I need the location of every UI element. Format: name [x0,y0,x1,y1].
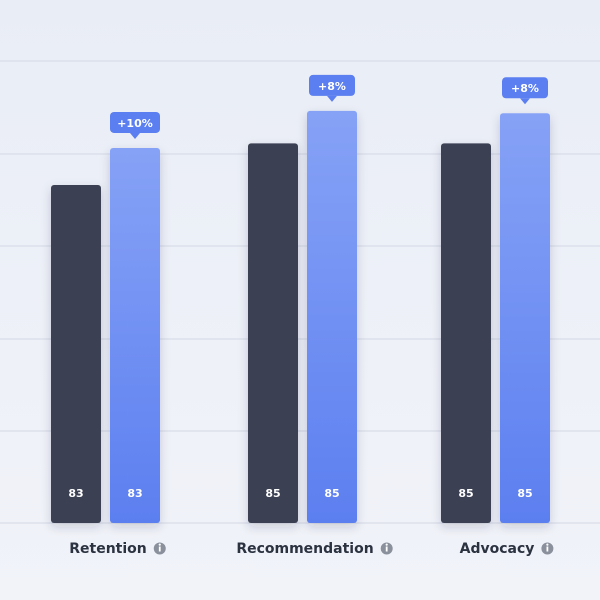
info-icon-stem [158,546,161,552]
bar-value-label: 85 [265,487,280,500]
change-badge-pointer [130,132,140,139]
info-circle-icon[interactable] [541,542,554,555]
change-badge-pointer [520,98,530,105]
bar-value-label: 83 [127,487,142,500]
info-icon-dot [385,543,388,546]
change-badge-bg [502,77,548,99]
category-label: Retention [69,541,147,557]
bars: 83 83 +10% 85 85 +8% 85 85 +8% [51,74,550,524]
bar-dark [441,143,491,523]
change-badge-bg [110,111,160,133]
category-label: Advocacy [460,541,535,557]
bar-blue [307,110,357,524]
info-circle-icon[interactable] [380,542,393,555]
change-badge: +8% [309,74,355,102]
change-badge-text: +10% [117,117,153,130]
change-badge-text: +8% [318,80,346,93]
bar-value-label: 83 [68,487,83,500]
change-badge: +8% [502,77,548,105]
change-badge-bg [309,74,355,96]
bar-value-label: 85 [324,487,339,500]
category-label: Recommendation [236,541,373,557]
info-icon-stem [385,546,388,552]
bar-value-label: 85 [458,487,473,500]
info-icon-dot [158,543,161,546]
category-labels: Retention Recommendation Advocacy [69,541,554,557]
bar-blue [500,113,550,524]
bar-dark [248,143,298,523]
info-circle-icon[interactable] [153,542,166,555]
info-icon-stem [546,546,549,552]
change-badge-text: +8% [511,82,539,95]
bar-dark [51,185,101,523]
change-badge: +10% [110,111,160,139]
bar-blue [110,147,160,523]
info-icon-dot [546,543,549,546]
bar-value-label: 85 [517,487,532,500]
change-badge-pointer [327,95,337,102]
